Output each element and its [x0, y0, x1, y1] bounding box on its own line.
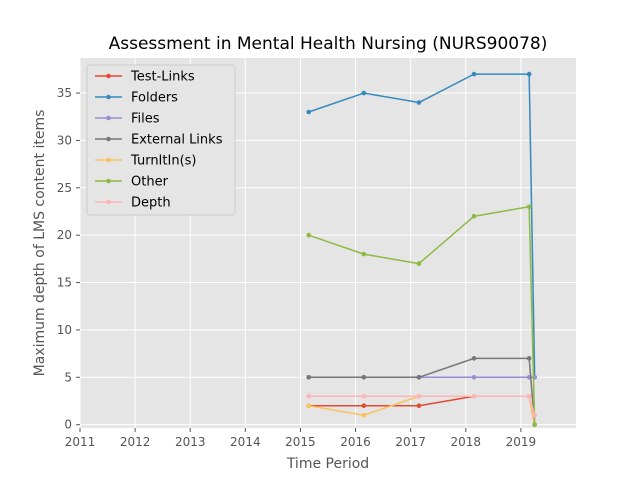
x-axis-ticks: 2011 2012 2013 2014 2015 2016 2017 2018 2019	[65, 428, 536, 449]
y-tick-label: 5	[64, 370, 72, 384]
x-tick-label: 2014	[230, 435, 261, 449]
y-axis-label: Maximum depth of LMS content items	[32, 110, 48, 377]
data-point	[416, 403, 422, 409]
legend-label: Other	[131, 175, 169, 190]
data-point	[526, 356, 532, 361]
legend-marker-swatch	[106, 199, 111, 205]
data-point	[471, 356, 477, 361]
data-point	[306, 109, 312, 115]
x-tick-label: 2011	[65, 435, 96, 449]
legend-item: Test-Links	[95, 70, 195, 85]
data-point	[306, 393, 312, 399]
series-line	[308, 206, 536, 425]
y-tick-label: 35	[57, 86, 72, 100]
data-point	[526, 204, 532, 210]
legend-box	[86, 64, 236, 216]
legend-item: Depth	[95, 196, 171, 211]
x-tick-label: 2016	[340, 435, 371, 449]
x-tick-label: 2012	[120, 435, 151, 449]
data-point	[471, 71, 477, 77]
series-line	[308, 395, 536, 416]
data-point	[416, 261, 422, 266]
legend-item: Other	[95, 175, 169, 190]
data-point	[526, 71, 532, 77]
series-layer	[306, 71, 537, 427]
legend-label: Test-Links	[130, 70, 195, 85]
data-point	[306, 375, 312, 380]
series-other	[306, 204, 537, 427]
legend-marker-swatch	[106, 157, 111, 163]
legend-item: Folders	[95, 91, 178, 106]
data-point	[361, 251, 367, 257]
legend-label: TurnItIn(s)	[130, 154, 196, 169]
legend: Test-Links Folders Files External Links Turn…	[86, 64, 236, 216]
legend-item: TurnItIn(s)	[95, 154, 196, 169]
legend-item: External Links	[95, 133, 223, 148]
x-tick-label: 2017	[395, 435, 426, 449]
x-tick-label: 2018	[451, 435, 482, 449]
legend-marker-swatch	[106, 94, 111, 100]
x-tick-label: 2019	[506, 435, 537, 449]
data-point	[361, 375, 367, 380]
series-external-links	[306, 356, 537, 427]
data-point	[416, 100, 422, 105]
legend-marker-swatch	[106, 115, 111, 121]
data-point	[471, 213, 477, 219]
y-tick-label: 30	[57, 133, 72, 147]
series-line	[308, 73, 536, 378]
series-depth	[306, 393, 537, 418]
y-tick-label: 0	[64, 418, 72, 432]
data-point	[526, 393, 532, 399]
legend-item: Files	[95, 112, 160, 127]
legend-label: Depth	[131, 196, 171, 211]
series-line	[308, 357, 536, 425]
data-point	[306, 403, 312, 409]
x-axis-label: Time Period	[286, 456, 369, 472]
data-point	[532, 422, 537, 427]
data-point	[471, 375, 477, 380]
x-tick-label: 2015	[285, 435, 316, 449]
y-tick-label: 25	[57, 181, 72, 195]
legend-label: Files	[131, 112, 160, 127]
data-point	[416, 393, 422, 399]
data-point	[361, 412, 367, 418]
legend-marker-swatch	[106, 178, 111, 184]
y-tick-label: 20	[57, 228, 72, 242]
data-point	[361, 90, 367, 96]
data-point	[416, 375, 422, 380]
chart-title: Assessment in Mental Health Nursing (NUR…	[109, 34, 548, 54]
legend-marker-swatch	[106, 73, 111, 79]
data-point	[361, 403, 367, 409]
data-point	[471, 393, 477, 399]
y-tick-label: 10	[57, 323, 72, 337]
data-point	[306, 232, 312, 238]
y-tick-label: 15	[57, 276, 72, 290]
legend-label: External Links	[131, 133, 223, 148]
data-point	[361, 393, 367, 399]
x-tick-label: 2013	[175, 435, 206, 449]
data-point	[532, 412, 537, 418]
legend-marker-swatch	[106, 136, 111, 142]
legend-label: Folders	[131, 91, 178, 106]
y-axis-ticks: 0 5 10 15 20 25 30 35	[57, 86, 80, 432]
